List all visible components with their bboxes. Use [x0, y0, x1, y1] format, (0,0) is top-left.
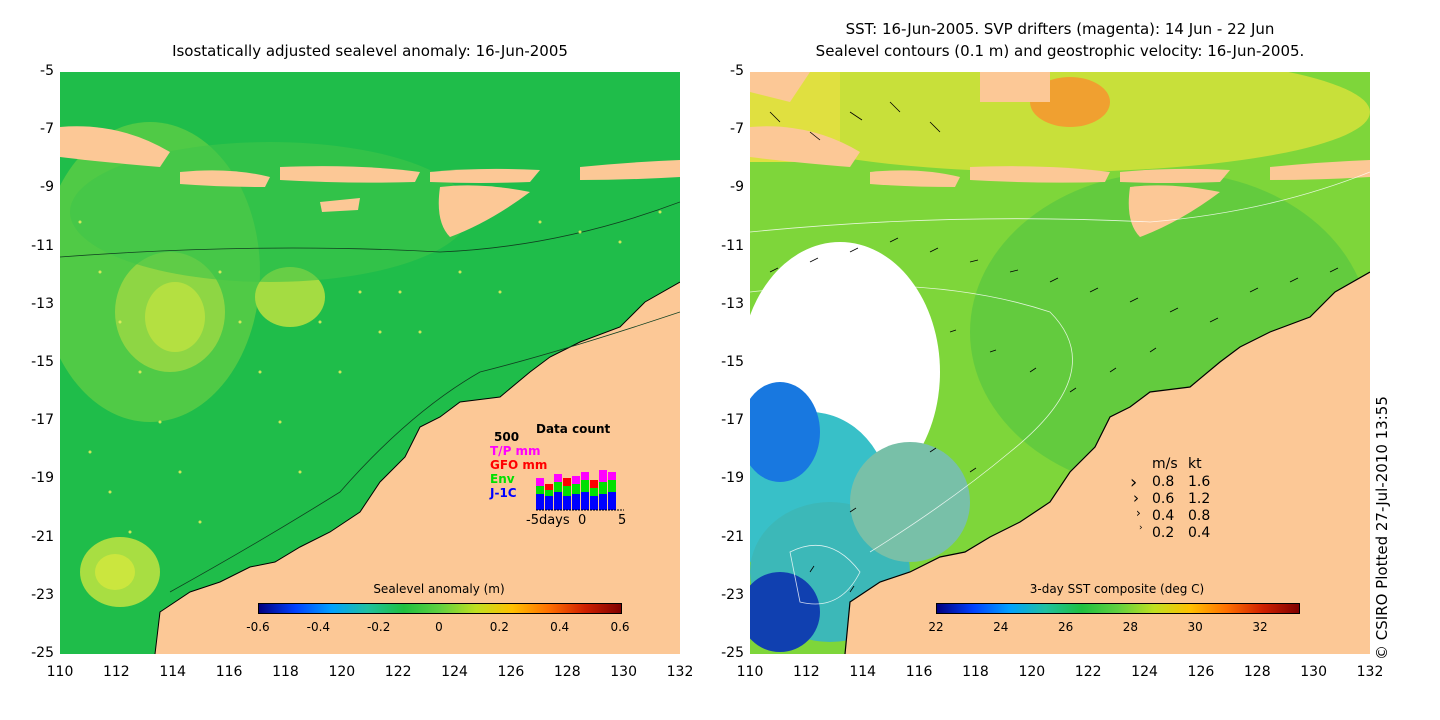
velocity-legend-kt: 0.4: [1188, 525, 1211, 541]
y-tick-label: -23: [31, 586, 54, 603]
x-tick-label: 126: [1187, 664, 1215, 680]
y-tick-label: -21: [31, 528, 54, 545]
x-tick-label: 124: [441, 664, 468, 680]
sst-colorbar-tick: 32: [1252, 620, 1268, 634]
y-tick-label: -5: [40, 63, 54, 79]
y-tick-label: -17: [31, 412, 54, 429]
sealevel-colorbar-tick: 0: [435, 620, 443, 634]
sst-map: [750, 72, 1370, 654]
data-count-series-tp: T/P mm: [490, 444, 541, 458]
x-tick-label: 132: [666, 664, 694, 680]
sst-colorbar-label: 3-day SST composite (deg C): [1029, 582, 1205, 596]
x-tick-label: 128: [553, 664, 581, 680]
y-tick-label: -11: [31, 237, 54, 254]
y-tick-label: -25: [31, 645, 54, 661]
y-tick-label: -7: [40, 121, 54, 138]
right-panel-title-line1: SST: 16-Jun-2005. SVP drifters (magenta)…: [845, 20, 1275, 38]
x-tick-label: 120: [1018, 664, 1046, 680]
velocity-legend-arrow-icon: ›: [1136, 506, 1141, 520]
velocity-legend-kt: 1.6: [1188, 474, 1211, 490]
x-tick-label: 118: [962, 664, 989, 680]
x-tick-label: 114: [849, 664, 877, 680]
x-tick-label: 118: [272, 664, 299, 680]
y-tick-label: -15: [721, 354, 744, 370]
sealevel-anomaly-map: [60, 72, 680, 654]
y-tick-label: -13: [31, 295, 54, 312]
sst-colorbar-tick: 24: [993, 620, 1009, 634]
y-tick-label: -25: [721, 645, 744, 661]
y-tick-label: -9: [730, 179, 744, 196]
velocity-legend-arrow-icon: ›: [1133, 489, 1139, 507]
x-tick-label: 116: [905, 664, 933, 680]
y-tick-label: -19: [721, 470, 744, 487]
x-tick-label: 110: [46, 664, 74, 680]
x-tick-label: 112: [792, 664, 820, 680]
velocity-legend-header-ms: m/s: [1152, 456, 1178, 472]
x-tick-label: 110: [736, 664, 764, 680]
y-tick-label: -5: [730, 63, 744, 79]
x-tick-label: 122: [1074, 664, 1102, 680]
y-tick-label: -7: [730, 121, 744, 138]
y-tick-label: -9: [40, 179, 54, 196]
velocity-legend-header-kt: kt: [1188, 456, 1202, 472]
data-count-x-start: -5days: [526, 513, 570, 528]
velocity-legend-kt: 1.2: [1188, 491, 1211, 507]
sealevel-colorbar-tick: 0.4: [550, 620, 570, 634]
sealevel-colorbar-tick: 0.6: [610, 620, 630, 634]
data-count-series-env: Env: [490, 472, 515, 486]
x-tick-label: 126: [497, 664, 525, 680]
sst-colorbar-tick: 28: [1122, 620, 1139, 634]
x-tick-label: 128: [1243, 664, 1271, 680]
velocity-legend-kt: 0.8: [1188, 508, 1211, 524]
y-tick-label: -15: [31, 354, 54, 370]
x-tick-label: 120: [328, 664, 356, 680]
right-panel-title-line2: Sealevel contours (0.1 m) and geostrophi…: [815, 42, 1305, 60]
left-panel-title: Isostatically adjusted sealevel anomaly:…: [172, 42, 568, 60]
x-tick-label: 124: [1131, 664, 1158, 680]
sealevel-colorbar-tick: -0.6: [246, 620, 270, 634]
data-count-max: 500: [494, 430, 520, 444]
sealevel-colorbar-label: Sealevel anomaly (m): [373, 582, 505, 596]
x-tick-label: 116: [215, 664, 243, 680]
data-count-x-end: 5: [618, 513, 627, 528]
velocity-legend-ms: 0.4: [1152, 508, 1175, 524]
velocity-legend-arrow-icon: ›: [1139, 523, 1143, 533]
sst-colorbar-tick: 26: [1057, 620, 1074, 634]
velocity-legend-ms: 0.2: [1152, 525, 1175, 541]
x-tick-label: 122: [384, 664, 412, 680]
sealevel-colorbar: [258, 603, 622, 614]
velocity-legend-ms: 0.6: [1152, 491, 1175, 507]
sst-colorbar: [936, 603, 1300, 614]
y-tick-label: -11: [721, 237, 744, 254]
data-count-series-gfo: GFO mm: [490, 458, 548, 472]
data-count-title: Data count: [536, 422, 611, 436]
x-tick-label: 132: [1356, 664, 1384, 680]
velocity-legend-ms: 0.8: [1152, 474, 1175, 490]
y-tick-label: -17: [721, 412, 744, 429]
sealevel-colorbar-tick: -0.2: [366, 620, 391, 634]
x-tick-label: 130: [1300, 664, 1327, 680]
y-tick-label: -13: [721, 295, 744, 312]
sst-colorbar-tick: 22: [928, 620, 944, 634]
sst-colorbar-tick: 30: [1187, 620, 1203, 634]
data-count-series-j1c: J-1C: [490, 486, 517, 500]
x-tick-label: 112: [102, 664, 130, 680]
data-count-chart: [536, 470, 624, 511]
y-tick-label: -19: [31, 470, 54, 487]
data-count-bars: [536, 470, 616, 510]
data-count-x-mid: 0: [578, 513, 587, 528]
velocity-legend-arrow-icon: ›: [1130, 472, 1138, 493]
sealevel-colorbar-tick: -0.4: [306, 620, 331, 634]
x-tick-label: 130: [610, 664, 637, 680]
credit-text: © CSIRO Plotted 27-Jul-2010 13:55: [1373, 396, 1391, 660]
sealevel-colorbar-tick: 0.2: [489, 620, 509, 634]
y-tick-label: -23: [721, 586, 744, 603]
x-tick-label: 114: [159, 664, 187, 680]
y-tick-label: -21: [721, 528, 744, 545]
